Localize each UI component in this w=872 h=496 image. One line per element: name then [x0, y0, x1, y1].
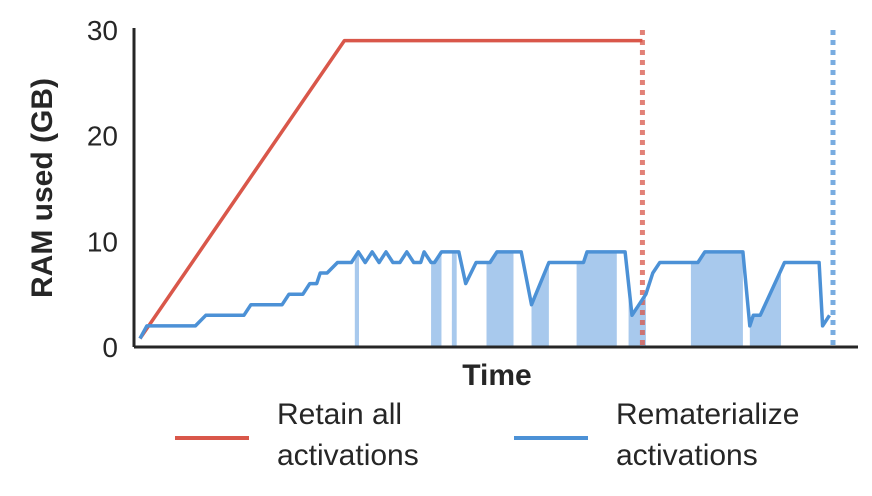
retain-legend-label: Retain all	[277, 398, 402, 431]
x-axis-label: Time	[462, 359, 531, 392]
series-lines	[138, 38, 831, 340]
y-tick-10: 10	[87, 226, 118, 257]
remat-span-5	[576, 251, 617, 347]
retain-legend-label: activations	[277, 439, 419, 472]
remat-span-0	[354, 251, 359, 347]
remat-span-2	[451, 251, 457, 347]
remat-span-3	[486, 251, 514, 347]
legend: Retain all activations Rematerialize activa…	[175, 398, 799, 472]
remat-shaded-regions	[354, 251, 782, 347]
remat-span-7	[690, 251, 743, 347]
remat-span-1	[431, 251, 442, 347]
y-axis-label: RAM used (GB)	[26, 78, 59, 298]
y-tick-0: 0	[102, 332, 118, 363]
y-ticks: 0 10 20 30	[87, 15, 118, 363]
end-markers	[639, 30, 836, 347]
remat-line	[138, 250, 831, 340]
remat-legend-label: activations	[616, 439, 758, 472]
remat-span-4	[531, 262, 549, 347]
axes	[132, 28, 858, 349]
y-tick-30: 30	[87, 15, 118, 46]
y-tick-20: 20	[87, 121, 118, 152]
remat-legend-label: Rematerialize	[616, 398, 799, 431]
retain-line	[138, 38, 643, 340]
